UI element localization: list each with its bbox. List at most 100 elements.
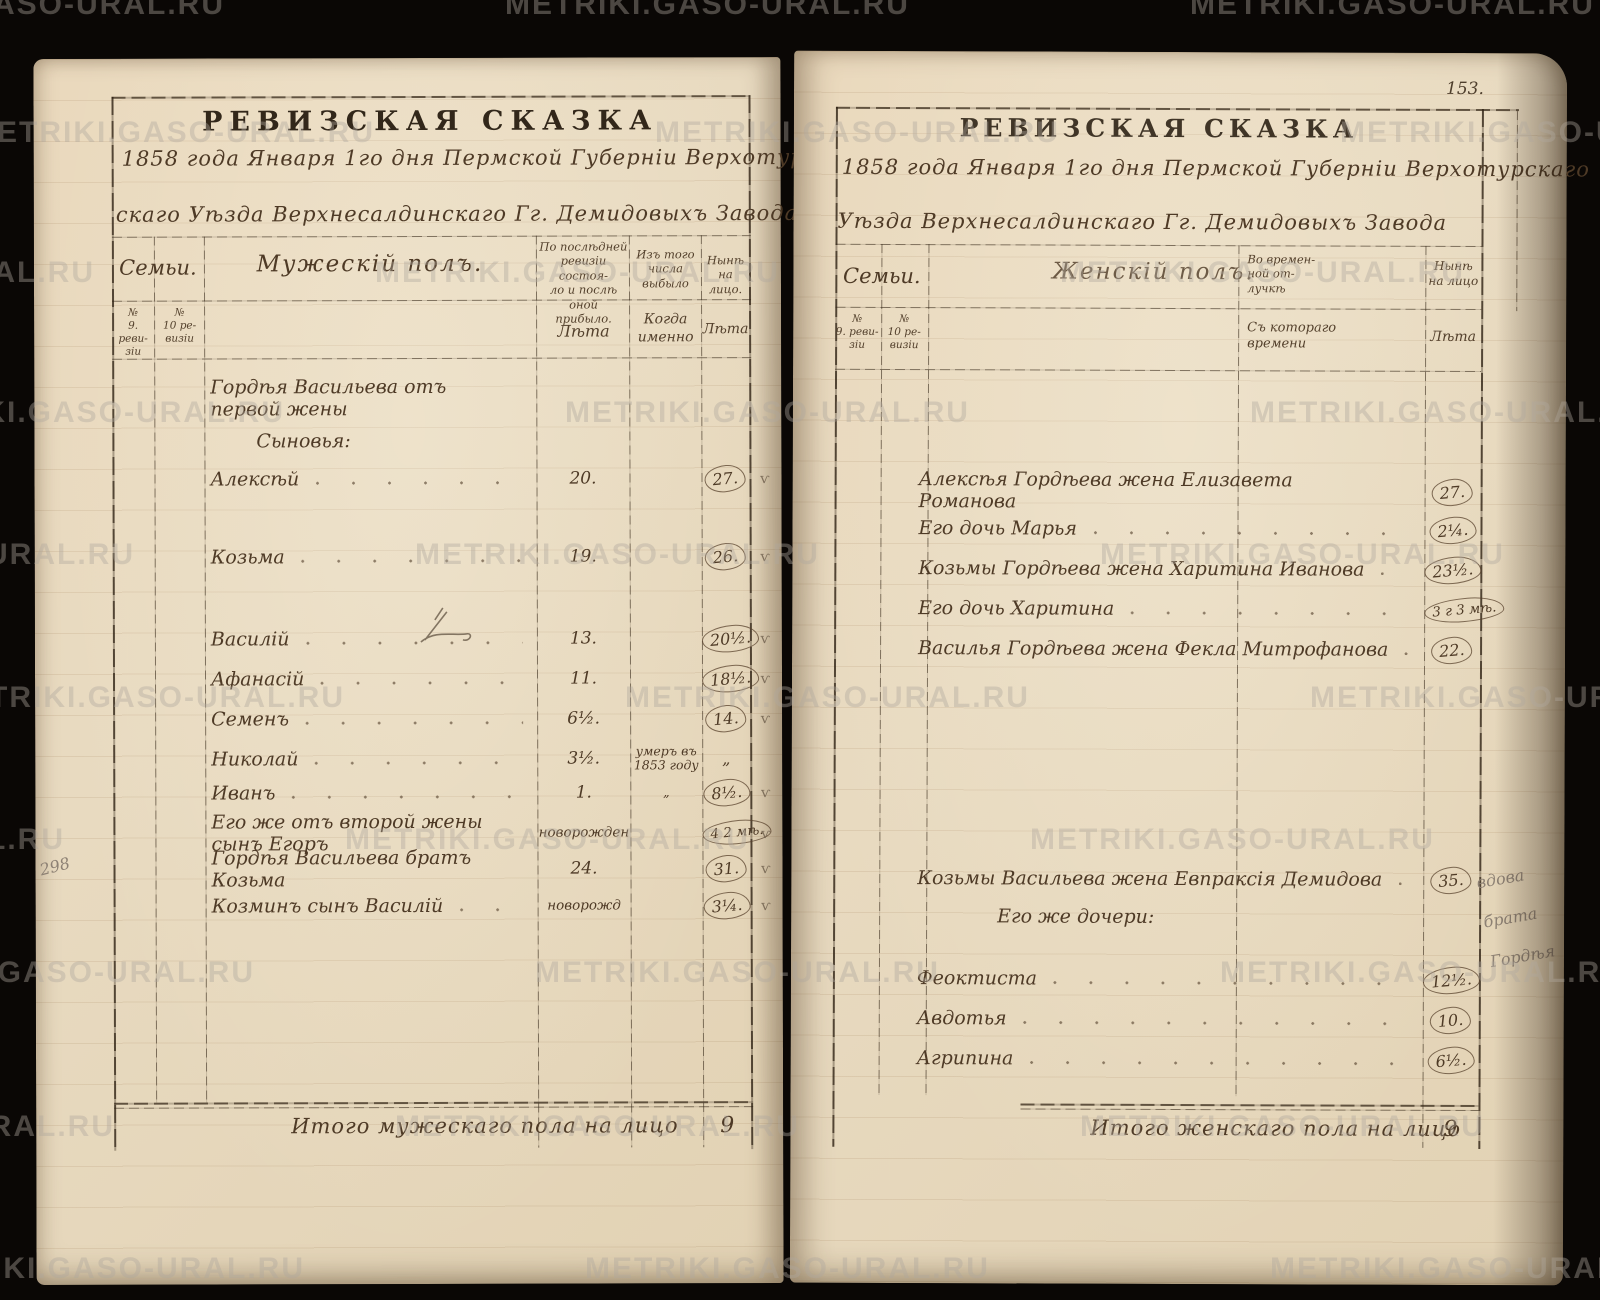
table-line: [111, 235, 751, 238]
col-subheader-leta: Лѣта: [702, 321, 749, 338]
watermark-text: METRIKI.GASO-URAL.RU: [504, 0, 910, 21]
col-header-now: Нынѣ на лицо: [1428, 258, 1479, 289]
table-row: Афанасій 11. 18½. ѵ: [35, 660, 770, 698]
circled-age: 23½.: [1423, 554, 1483, 586]
circled-age: 2¼.: [1428, 514, 1477, 546]
circled-age: 8½.: [701, 776, 751, 808]
circled-age: 27.: [703, 462, 748, 494]
age-prev: 11.: [569, 668, 598, 689]
col-header-families: Семьи.: [119, 255, 197, 280]
leader-dots: [1029, 1059, 1409, 1067]
person-name: Агрипина: [916, 1047, 1014, 1070]
col-header-rev10: № 10 ре- визіи: [162, 306, 197, 345]
circled-age: 27.: [1430, 476, 1475, 508]
age-prev: 13.: [569, 628, 597, 649]
total-rule: [1020, 1103, 1479, 1108]
leader-dots: [1398, 881, 1410, 887]
total-rule: [1020, 1108, 1479, 1112]
col-header-away: Во времен- ной от- лучкѣ: [1247, 252, 1316, 296]
col-header-now: Нынѣ на лицо.: [706, 253, 745, 296]
age-prev: 3½.: [567, 748, 601, 769]
total-rule: [114, 1101, 754, 1105]
page-title: РЕВИЗСКАЯ СКАЗКА: [959, 113, 1359, 144]
circled-age: 3¼.: [702, 889, 752, 921]
person-name: Алексѣя Гордѣева жена Елизавета Романова: [918, 468, 1293, 513]
col-header-prev: По послѣдней ревизіи состоя- ло и послѣ …: [539, 239, 628, 326]
table-row: Козминъ сынъ Василій новорожд 3¼. ѵ: [36, 887, 771, 925]
table-row: Николай 3½. умеръ въ 1853 году „: [35, 740, 750, 778]
table-row: Авдотья 10.: [791, 1000, 1479, 1038]
total-label: Итого мужескаго пола на лицо: [291, 1113, 679, 1139]
person-name: Феоктиста: [916, 967, 1038, 990]
col-header-sex: Мужескій полъ.: [256, 250, 484, 278]
person-name: Гордѣя Васильева отъ первой жены: [210, 375, 447, 421]
heading-line: 1858 года Января 1го дня Пермской Губерн…: [121, 144, 813, 171]
table-row: Алексѣя Гордѣева жена Елизавета Романова…: [793, 468, 1481, 512]
circled-age: 3 г 3 мѣ.: [1423, 594, 1506, 626]
col-subheader-when: Когда именно: [637, 311, 694, 345]
table-row: Его дочь Харитина 3 г 3 мѣ.: [792, 590, 1506, 628]
check-mark: ѵ: [761, 897, 771, 914]
table-row: Алексѣй 20. 27. ѵ: [34, 460, 770, 498]
leader-dots: [315, 480, 523, 486]
table-row: Его же дочери:: [791, 898, 1479, 936]
table-row: Агрипина 6½.: [791, 1040, 1479, 1078]
table-row: Гордѣя Васильева братъ Козьма 24. 31. ѵ: [35, 847, 770, 892]
col-header-families: Семьи.: [843, 263, 921, 289]
table-row: Гордѣя Васильева отъ первой жены: [34, 376, 749, 421]
check-mark: ѵ: [760, 826, 771, 843]
person-name: Николай: [211, 748, 299, 771]
ditto-mark: „: [722, 748, 731, 768]
age-prev: 24.: [570, 858, 598, 879]
table-row: Василій 13. 20½. ѵ: [35, 620, 770, 658]
circled-age: 14.: [704, 702, 748, 734]
table-line: [112, 299, 752, 302]
check-mark: ѵ: [759, 470, 770, 487]
table-row: Феоктиста 12½.: [791, 960, 1481, 998]
circled-age: 10.: [1428, 1004, 1473, 1036]
age-prev: 20.: [569, 468, 597, 489]
leader-dots: [314, 760, 524, 766]
leader-dots: [1130, 610, 1411, 617]
frame-line: [111, 95, 751, 99]
page-number: 153.: [1445, 78, 1484, 100]
table-row: Сыновья:: [34, 422, 749, 460]
table-row: Иванъ 1. „ 8½. ѵ: [35, 774, 770, 812]
check-mark: ѵ: [760, 548, 770, 565]
person-name: Иванъ: [211, 782, 276, 805]
age-prev: 1.: [575, 782, 592, 803]
circled-age: 6½.: [1426, 1044, 1476, 1076]
col-header-rev9: № 9. реви- зіи: [118, 306, 148, 359]
watermark-text: METRIKI.GASO-URAL.RU: [0, 0, 225, 21]
col-header-rev10: № 10 ре- визіи: [887, 313, 921, 352]
heading-line: Уѣзда Верхнесалдинскаго Гг. Демидовыхъ З…: [837, 208, 1448, 235]
col-header-out: Изъ того числа выбыло: [636, 247, 695, 291]
leader-dots: [291, 794, 524, 800]
total-rule: [114, 1106, 754, 1109]
person-name: Авдотья: [916, 1007, 1007, 1030]
person-name: Его дочь Харитина: [918, 597, 1115, 620]
total-value: 9: [1443, 1116, 1458, 1142]
circled-age: 22.: [1430, 634, 1474, 666]
leader-dots: [1380, 571, 1411, 577]
person-name: Козьмы Васильева жена Евпраксія Демидова: [917, 867, 1383, 891]
total-value: 9: [720, 1113, 735, 1139]
leader-dots: [1022, 1019, 1409, 1027]
person-name: Козминъ сынъ Василій: [211, 894, 444, 918]
person-name: Василья Гордѣева жена Фекла Митрофанова: [918, 637, 1389, 661]
age-prev: новорожд: [547, 897, 621, 914]
leader-dots: [320, 680, 524, 686]
table-line: [835, 243, 1482, 248]
table-row: Василья Гордѣева жена Фекла Митрофанова …: [792, 630, 1480, 668]
check-mark: ѵ: [760, 670, 771, 687]
person-name: Его дочь Марья: [918, 517, 1078, 540]
col-header-rev9: № 9. реви- зіи: [835, 312, 879, 352]
check-mark: ѵ: [760, 710, 771, 727]
check-mark: ѵ: [760, 860, 771, 877]
person-name: Семенъ: [211, 708, 290, 731]
age-prev: 19.: [569, 546, 597, 567]
table-line: [835, 368, 1482, 373]
margin-note: вдова брата Гордѣя: [1475, 865, 1557, 972]
table-line: [112, 357, 752, 360]
